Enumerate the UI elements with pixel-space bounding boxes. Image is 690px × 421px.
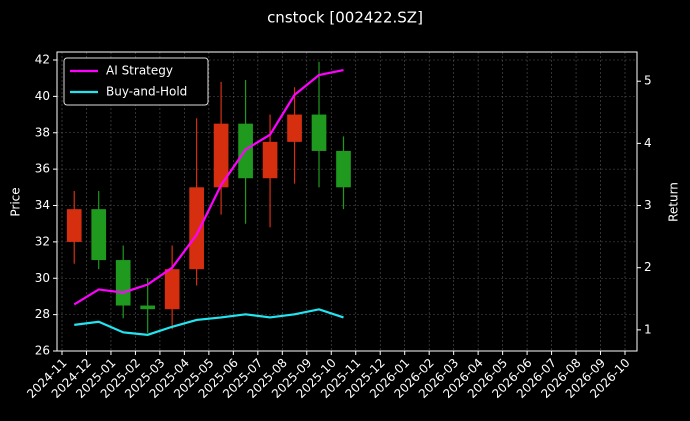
plot-frame bbox=[56, 51, 638, 352]
y-tick-label: 42 bbox=[35, 53, 50, 67]
series-line bbox=[73, 68, 344, 306]
y-tick-label: 40 bbox=[35, 89, 50, 103]
candle-body bbox=[115, 260, 131, 306]
y2-axis-label: Return bbox=[667, 182, 681, 222]
series-line bbox=[74, 308, 344, 336]
legend-box bbox=[63, 57, 209, 106]
y-tick-label: 34 bbox=[35, 198, 50, 212]
y-tick-label: 36 bbox=[35, 162, 50, 176]
candle-body bbox=[336, 150, 351, 188]
y-tick-label: 26 bbox=[35, 344, 50, 358]
y-tick-label: 28 bbox=[35, 307, 50, 321]
candle-body bbox=[213, 123, 229, 188]
candle-body bbox=[287, 114, 302, 142]
chart-title: cnstock [002422.SZ] bbox=[267, 9, 423, 27]
y-tick-label: 30 bbox=[35, 271, 50, 285]
legend-label: Buy-and-Hold bbox=[106, 85, 187, 99]
candle-body bbox=[164, 269, 180, 310]
candle-body bbox=[311, 114, 327, 151]
y2-tick-label: 1 bbox=[644, 322, 652, 336]
candle-body bbox=[66, 209, 82, 242]
y-axis-label: Price bbox=[9, 187, 23, 216]
y-tick-label: 38 bbox=[35, 125, 50, 139]
candle-body bbox=[140, 305, 156, 310]
candle-body bbox=[189, 187, 204, 270]
y2-tick-label: 5 bbox=[644, 74, 652, 88]
y2-tick-label: 4 bbox=[644, 136, 652, 150]
y2-tick-label: 2 bbox=[644, 260, 652, 274]
legend-label: AI Strategy bbox=[106, 64, 173, 78]
y-tick-label: 32 bbox=[35, 234, 50, 248]
candle-body bbox=[262, 141, 278, 179]
y2-tick-label: 3 bbox=[644, 198, 652, 212]
candle-body bbox=[91, 209, 107, 261]
